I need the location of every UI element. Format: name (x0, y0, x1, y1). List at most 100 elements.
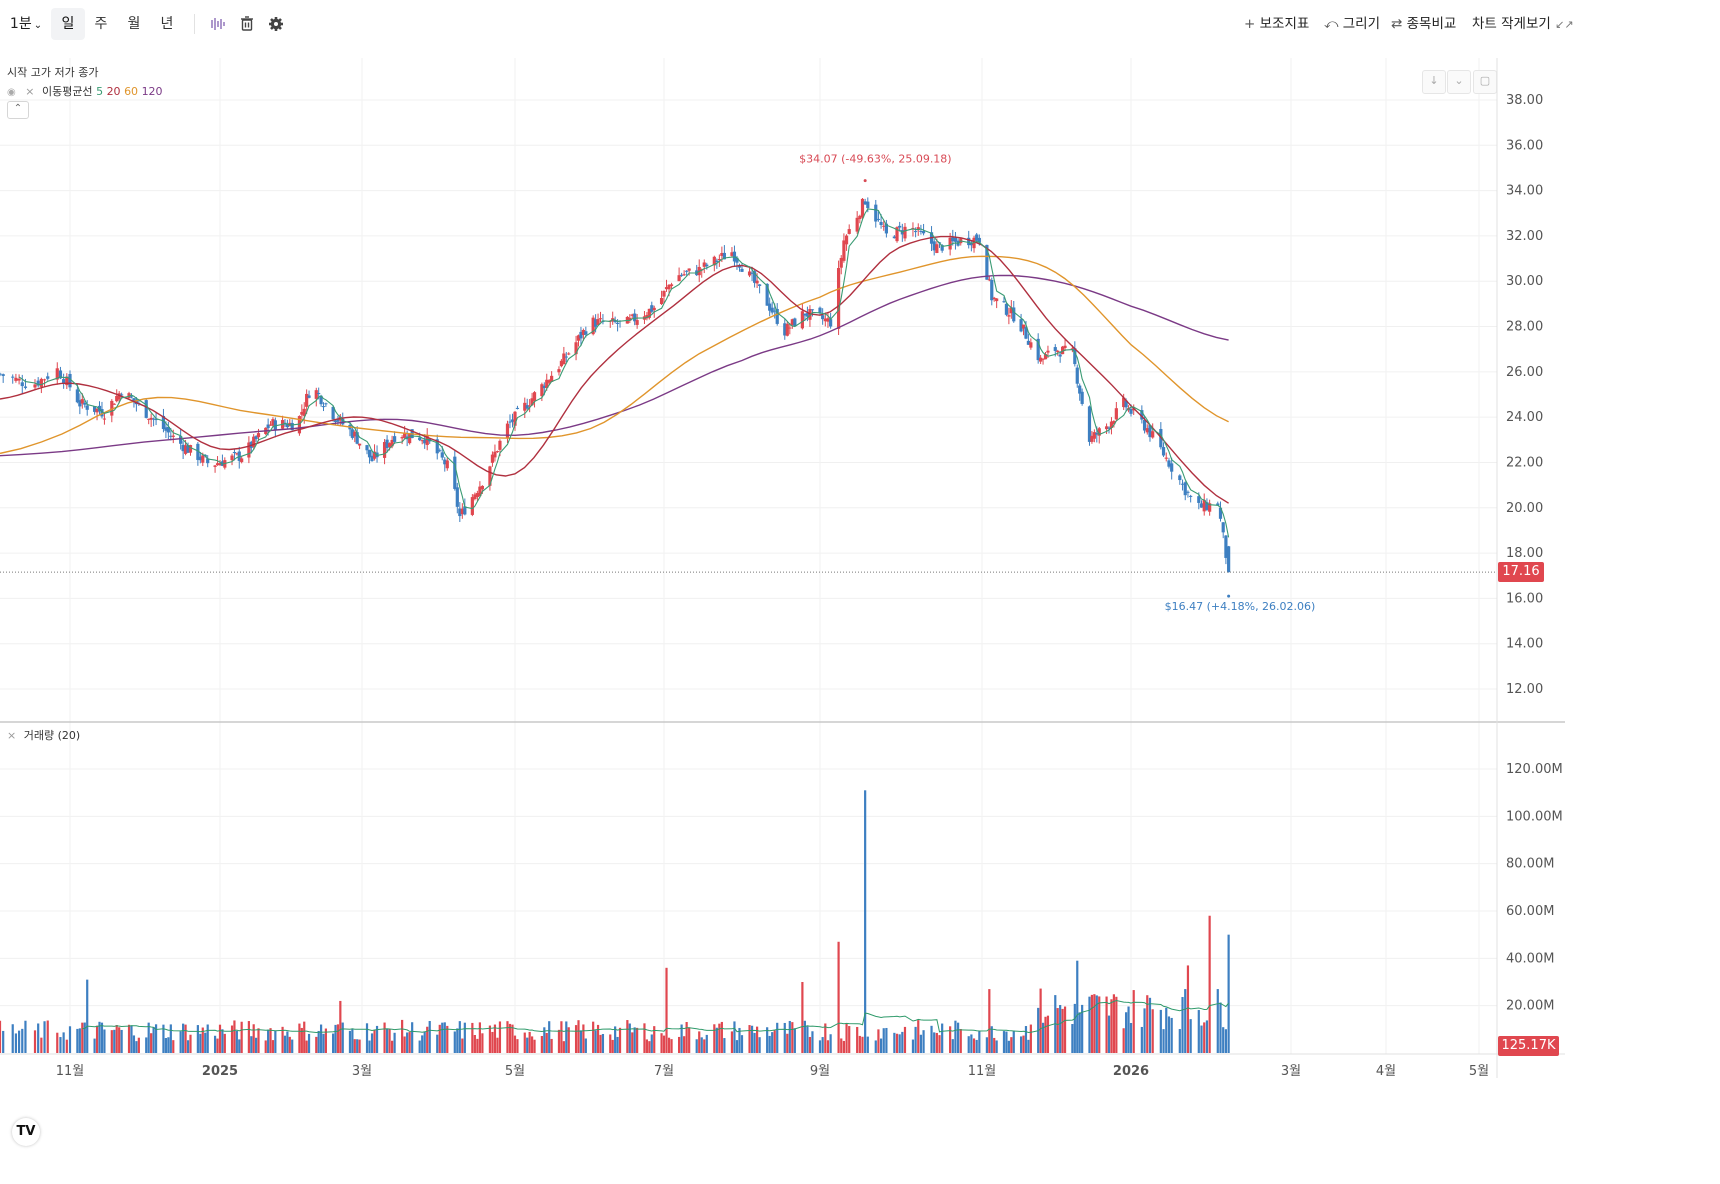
candle-body (213, 465, 217, 467)
volume-bar (1129, 1023, 1133, 1053)
interval-dropdown[interactable]: 1분 ⌄ (8, 10, 44, 38)
candle-body (1224, 535, 1228, 558)
volume-bar (577, 1020, 580, 1053)
volume-bar (917, 1020, 920, 1053)
volume-bar (76, 1028, 79, 1053)
volume-bar (1219, 1002, 1222, 1053)
candle-body (1007, 315, 1011, 317)
price-chart[interactable]: 38.00 36.00 34.00 32.00 30.00 28.00 26.00 24.00… (0, 48, 1720, 1184)
eye-off-icon[interactable]: ◉ (7, 87, 16, 98)
pencil-icon: ⤺ (1324, 16, 1339, 32)
candle-body (1012, 307, 1016, 322)
candle-body (829, 319, 833, 327)
volume-bar (516, 1039, 519, 1053)
candle-body (62, 379, 66, 384)
volume-bar (1181, 997, 1184, 1053)
volume-bar (152, 1027, 155, 1053)
period-year-label: 년 (160, 16, 174, 32)
candle-body (95, 408, 99, 413)
candle-body (100, 409, 104, 417)
volume-bar (86, 979, 89, 1053)
shrink-icon: ↙↗ (1555, 18, 1574, 31)
chevron-down-icon: ⌄ (33, 20, 43, 31)
compare-button[interactable]: ⇄ 종목비교 (1391, 10, 1456, 38)
candle-body (615, 322, 620, 324)
candle-body (385, 439, 389, 448)
volume-bar (110, 1030, 113, 1053)
volume-bar (315, 1036, 318, 1053)
candle-body (545, 379, 549, 389)
candle-body (256, 433, 261, 438)
tradingview-logo[interactable]: TV (12, 1118, 40, 1146)
volume-bar (1093, 994, 1096, 1053)
candle-body (800, 311, 804, 329)
candle-body (147, 418, 151, 420)
period-month-button[interactable]: 월 (117, 8, 151, 40)
candle-body (652, 307, 656, 310)
volume-bar (821, 1037, 824, 1053)
indicator-button[interactable]: + 보조지표 (1244, 10, 1309, 38)
volume-bar (83, 1022, 86, 1053)
candle-body (547, 380, 551, 383)
gear-icon[interactable] (264, 12, 288, 36)
volume-bar (1039, 988, 1042, 1053)
volume-bar (476, 1038, 479, 1053)
candle-body (919, 230, 923, 232)
time-tick-label: 7월 (654, 1064, 674, 1079)
volume-bar (2, 1030, 5, 1053)
candle-body (75, 389, 79, 403)
candle-body (826, 318, 830, 322)
candle-body (297, 416, 302, 434)
candle-body (1024, 327, 1028, 339)
volume-bar (186, 1040, 190, 1053)
price-tick-label: 36.00 (1506, 138, 1543, 153)
volume-bar (584, 1038, 587, 1053)
candle-body (895, 227, 899, 242)
volume-bar (1132, 990, 1135, 1053)
candle-body (682, 274, 686, 276)
volume-bar (481, 1033, 484, 1053)
volume-bar (988, 989, 991, 1053)
collapse-pane-button[interactable]: ⌄ (1447, 70, 1471, 94)
candle-body (458, 508, 462, 517)
candle-body (1061, 346, 1065, 355)
shrink-chart-button[interactable]: 차트 작게보기 ↙↗ (1472, 10, 1574, 38)
close-icon[interactable]: × (25, 85, 35, 98)
candle-body (953, 237, 958, 242)
maximize-pane-button[interactable]: ▢ (1473, 70, 1497, 94)
draw-button[interactable]: ⤺ 그리기 (1324, 10, 1380, 38)
move-down-button[interactable]: ↓ (1422, 70, 1446, 94)
volume-bar (592, 1021, 595, 1053)
candle-style-icon[interactable] (206, 12, 230, 36)
candle-body (1183, 482, 1187, 496)
volume-bar (373, 1029, 376, 1053)
volume-bar (179, 1031, 182, 1053)
volume-bar (274, 1030, 277, 1053)
volume-bar (579, 1030, 583, 1053)
period-year-button[interactable]: 년 (150, 8, 184, 40)
candle-body (747, 271, 752, 276)
volume-bar (196, 1025, 199, 1053)
candle-body (85, 405, 89, 410)
period-day-button[interactable]: 일 (51, 8, 85, 40)
candle-body (285, 424, 289, 428)
trash-icon[interactable] (235, 12, 259, 36)
candle-body (884, 223, 888, 234)
candle-body (201, 455, 205, 463)
candle-body (58, 370, 63, 379)
volume-bar (793, 1028, 796, 1053)
volume-bar (771, 1032, 774, 1053)
volume-bar (628, 1023, 631, 1053)
volume-bar (375, 1025, 379, 1053)
volume-bar (919, 1034, 923, 1053)
candle-body (1124, 400, 1128, 408)
close-icon[interactable]: × (7, 729, 17, 742)
volume-bar (0, 1020, 2, 1053)
collapse-legend-button[interactable]: ⌃ (7, 101, 29, 119)
period-week-button[interactable]: 주 (84, 8, 118, 40)
volume-bar (356, 1039, 359, 1053)
volume-bar (1143, 1008, 1146, 1053)
volume-bar (428, 1021, 431, 1053)
candle-body (355, 432, 359, 444)
volume-tick-label: 80.00M (1506, 857, 1554, 872)
